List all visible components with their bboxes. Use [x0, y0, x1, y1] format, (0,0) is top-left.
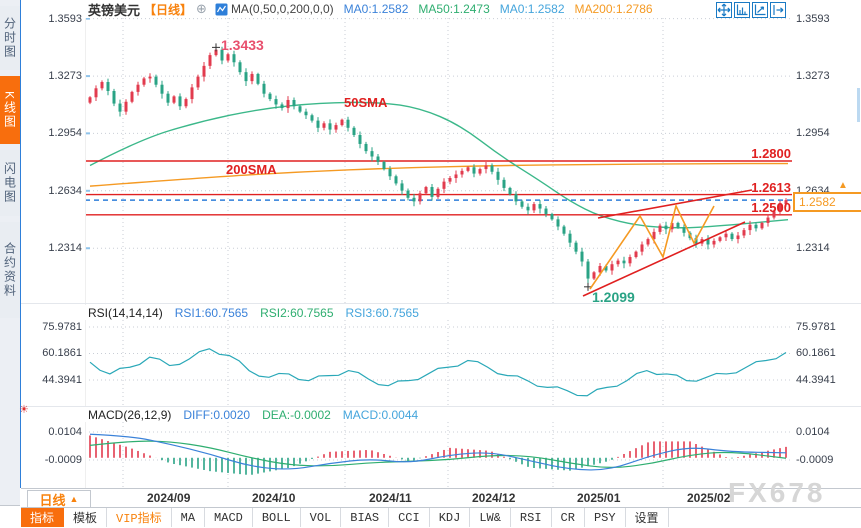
x-axis-date: 2024/09: [147, 491, 191, 505]
sidebar: 分时图 K线图闪电图合约资料: [0, 0, 20, 527]
rsi-value: RSI2:60.7565: [260, 305, 334, 320]
period-tag: 【日线】: [144, 2, 193, 17]
macd-header: MACD(26,12,9) DIFF:0.0020 DEA:-0.0002 MACD…: [21, 407, 791, 422]
chart-toolbar-icons: [716, 2, 786, 18]
rsi-axis-label-right: 44.3941: [796, 373, 836, 386]
panel-separator: [21, 303, 861, 304]
toolbar-item-boll[interactable]: BOLL: [253, 508, 301, 527]
rsi-readouts: RSI1:60.7565 RSI2:60.7565 RSI3:60.7565: [163, 306, 419, 320]
price-up-arrow-icon: ▲: [838, 180, 848, 191]
jump-to-latest-icon[interactable]: [770, 2, 786, 18]
toolbar-item-settings[interactable]: 设置: [626, 508, 669, 527]
toolbar-item-cr[interactable]: CR: [552, 508, 585, 527]
toolbar-item-template[interactable]: 模板: [64, 508, 108, 527]
main-price-chart-canvas[interactable]: [85, 17, 792, 303]
sidebar-item-kline[interactable]: K线图: [0, 76, 20, 144]
ma-value: MA200:1.2786: [574, 2, 653, 16]
symbol-name: 英镑美元: [88, 2, 141, 18]
macd-value: MACD:0.0044: [342, 407, 419, 422]
x-axis-date: 2024/12: [472, 491, 516, 505]
macd-title: MACD(26,12,9): [88, 407, 172, 422]
rsi-axis-label-left: 75.9781: [42, 321, 82, 333]
price-axis-label-left: 1.2314: [48, 242, 82, 255]
toolbar-item-bias[interactable]: BIAS: [341, 508, 390, 527]
macd-readouts: DIFF:0.0020 DEA:-0.0002 MACD:0.0044: [171, 408, 418, 422]
add-indicator-icon[interactable]: ⊕: [196, 1, 207, 16]
sidebar-divider: [20, 0, 21, 488]
rsi-title: RSI(14,14,14): [88, 305, 163, 320]
rsi-axis-label-left: 44.3941: [42, 373, 82, 386]
caret-up-icon: ▲: [69, 494, 79, 504]
ma-readouts: MA0:1.2582 MA50:1.2473 MA0:1.2582 MA200:1.2…: [334, 2, 653, 16]
bottom-left-corner-cell: [0, 505, 20, 528]
watermark: FX678: [728, 477, 826, 508]
macd-axis-label-left: 0.0104: [48, 426, 82, 438]
toolbar-item-cci[interactable]: CCI: [389, 508, 430, 527]
price-axis-label-right: 1.2314: [796, 242, 830, 255]
period-selector-button[interactable]: 日线 ▲: [27, 490, 91, 508]
macd-axis-label-right: 0.0104: [796, 426, 830, 438]
crosshair-tool-icon[interactable]: [716, 2, 732, 18]
x-axis-date: 2025/01: [577, 491, 621, 505]
x-axis-date: 2024/11: [369, 491, 412, 505]
price-axis-label-right: 1.2954: [796, 127, 830, 140]
plot-left-border: [85, 18, 86, 488]
price-axis-label-left: 1.3273: [48, 70, 82, 83]
ma-value: MA50:1.2473: [418, 2, 490, 16]
current-price-box: 1.2582: [793, 192, 861, 212]
sidebar-item-timeshare[interactable]: 分时图: [0, 6, 20, 70]
rsi-axis-label-left: 60.1861: [42, 347, 82, 360]
rsi-axis-label-right: 60.1861: [796, 347, 836, 360]
toolbar-item-rsi[interactable]: RSI: [511, 508, 552, 527]
x-axis-date: 2025/02: [687, 491, 731, 505]
ma-value: MA0:1.2582: [343, 2, 409, 16]
measure-tool-icon[interactable]: [752, 2, 768, 18]
price-axis-label-left: 1.2634: [48, 184, 82, 197]
rsi-chart-canvas[interactable]: [85, 320, 792, 407]
sidebar-item-lightning[interactable]: 闪电图: [0, 150, 20, 216]
x-axis-date: 2024/10: [252, 491, 296, 505]
rsi-axis-label-right: 75.9781: [796, 321, 836, 333]
toolbar-item-kdj[interactable]: KDJ: [430, 508, 471, 527]
toolbar-item-vol[interactable]: VOL: [301, 508, 342, 527]
indicator-toolbar: 指标 模板 VIP指标 MA MACD BOLL VOL BIAS CCI KDJ LW& RSI CR…: [21, 508, 861, 527]
panel-separator: [21, 406, 861, 407]
macd-chart-canvas[interactable]: [85, 422, 792, 488]
x-axis-row: 日线 ▲ 2024/09 2024/10 2024/11 2024/12 2025/01…: [21, 488, 861, 508]
price-axis-label-right: 1.3273: [796, 70, 830, 83]
ma-formula: MA(0,50,0,200,0,0): [230, 2, 334, 16]
toolbar-item-macd[interactable]: MACD: [205, 508, 253, 527]
toolbar-item-psy[interactable]: PSY: [585, 508, 626, 527]
price-axis-label-left: 1.2954: [48, 127, 82, 140]
rsi-value: RSI3:60.7565: [345, 305, 419, 320]
sidebar-item-contract-info[interactable]: 合约资料: [0, 222, 20, 318]
current-price-value: 1.2582: [799, 195, 836, 209]
toolbar-item-vip-indicator[interactable]: VIP指标: [107, 508, 172, 527]
period-label: 日线: [39, 492, 66, 508]
rsi-header: RSI(14,14,14) RSI1:60.7565 RSI2:60.7565 RS…: [21, 305, 791, 320]
chart-type-icon: [215, 3, 228, 16]
macd-value: DEA:-0.0002: [262, 407, 331, 422]
ma-value: MA0:1.2582: [499, 2, 565, 16]
toolbar-item-ma[interactable]: MA: [172, 508, 206, 527]
scrollbar-thumb[interactable]: [857, 88, 860, 122]
rsi-value: RSI1:60.7565: [174, 305, 249, 320]
toolbar-item-indicator[interactable]: 指标: [21, 508, 65, 527]
axis-scale-tool-icon[interactable]: [734, 2, 750, 18]
toolbar-item-lw[interactable]: LW&: [470, 508, 511, 527]
macd-axis-label-left: -0.0009: [44, 454, 82, 466]
indicator-light-icon[interactable]: ☀: [19, 404, 29, 416]
macd-axis-label-right: -0.0009: [796, 454, 834, 466]
chart-header: 英镑美元 【日线】 ⊕ MA(0,50,0,200,0,0) MA0:1.258…: [21, 0, 861, 18]
macd-value: DIFF:0.0020: [183, 407, 251, 422]
